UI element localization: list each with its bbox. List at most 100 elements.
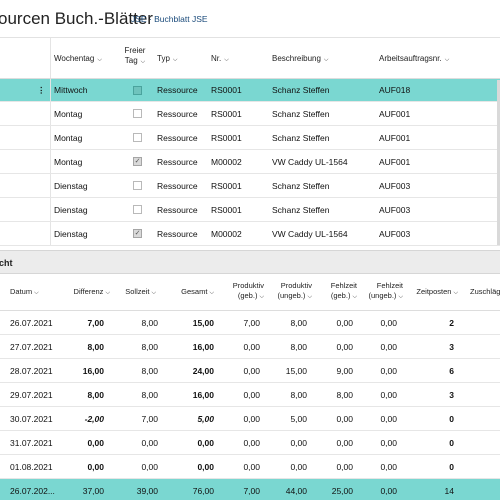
table-row[interactable]: Dienstag Ressource M00002 VW Caddy UL-1564 A… — [0, 222, 500, 246]
col-fehlzeit-ungeb[interactable]: Fehlzeit (ungeb.) ⌵ — [369, 281, 404, 302]
col-fehlzeit-geb[interactable]: Fehlzeit (geb.) ⌵ — [331, 281, 357, 302]
cell-differenz: 0,00 — [87, 437, 104, 448]
freier-tag-checkbox[interactable] — [133, 181, 142, 190]
col-beschreibung[interactable]: Beschreibung ⌵ — [272, 54, 328, 65]
more-options-icon[interactable]: ⋮ — [37, 84, 46, 95]
table-row[interactable]: 26.07.2021 7,00 8,00 15,00 7,00 8,00 0,00 0,00 2 — [0, 311, 500, 335]
col-differenz[interactable]: Differenz ⌵ — [74, 287, 110, 298]
cell-beschreibung: VW Caddy UL-1564 — [272, 228, 348, 239]
cell-typ: Ressource — [157, 156, 198, 167]
col-zuschlaege-label: Zuschläge — [470, 287, 500, 296]
table-row[interactable]: 29.07.2021 8,00 8,00 16,00 0,00 8,00 8,00 0,00 3 — [0, 383, 500, 407]
col-produktiv-ungeb-label-1: Produktiv — [280, 281, 312, 290]
table-body: ⋮ Mittwoch Ressource RS0001 Schanz Steffen AU… — [0, 79, 500, 246]
freier-tag-checkbox[interactable] — [133, 133, 142, 142]
cell-sollzeit: 8,00 — [141, 317, 158, 328]
col-zeitposten[interactable]: Zeitposten ⌵ — [416, 287, 458, 298]
freier-tag-checkbox[interactable] — [133, 85, 142, 95]
cell-produktiv-ungeb: 8,00 — [290, 389, 307, 400]
col-zeitposten-label: Zeitposten — [416, 287, 452, 296]
cell-wochentag: Mittwoch — [54, 85, 88, 95]
table-row[interactable]: 31.07.2021 0,00 0,00 0,00 0,00 0,00 0,00 0,00 0 — [0, 431, 500, 455]
table-row[interactable]: 30.07.2021 -2,00 7,00 5,00 0,00 5,00 0,00 0,00 0 — [0, 407, 500, 431]
cell-produktiv-ungeb: 44,00 — [285, 486, 307, 496]
cell-produktiv-geb: 7,00 — [243, 317, 260, 328]
page-header: ourcen Buch.-Blätter JSE · Buchblatt JSE — [0, 0, 500, 38]
cell-datum: 26.07.2021 — [10, 317, 53, 328]
chevron-down-icon: ⌵ — [259, 294, 264, 300]
col-produktiv-geb[interactable]: Produktiv (geb.) ⌵ — [233, 281, 264, 302]
table-row[interactable]: Montag Ressource RS0001 Schanz Steffen AUF00… — [0, 102, 500, 126]
col-sollzeit[interactable]: Sollzeit ⌵ — [125, 287, 156, 298]
total-row[interactable]: 26.07.202... 37,00 39,00 76,00 7,00 44,00 25,0… — [0, 479, 500, 500]
col-datum[interactable]: Datum ⌵ — [10, 287, 39, 298]
cell-produktiv-ungeb: 5,00 — [290, 413, 307, 424]
cell-sollzeit: 7,00 — [141, 413, 158, 424]
cell-zeitposten[interactable]: 2 — [449, 317, 454, 328]
table-header: Datum ⌵ Differenz ⌵ Sollzeit ⌵ Gesamt ⌵ Prod… — [0, 274, 500, 311]
freier-tag-checkbox[interactable] — [133, 205, 142, 214]
col-freier-tag-label-1: Freier — [124, 46, 146, 55]
cell-zeitposten[interactable]: 3 — [449, 389, 454, 400]
cell-datum: 01.08.2021 — [10, 461, 53, 472]
cell-typ: Ressource — [157, 132, 198, 143]
table-row[interactable]: Dienstag Ressource RS0001 Schanz Steffen AUF… — [0, 174, 500, 198]
cell-sollzeit: 0,00 — [141, 437, 158, 448]
table-row[interactable]: Dienstag Ressource RS0001 Schanz Steffen AUF… — [0, 198, 500, 222]
cell-freier-tag: ✓ — [133, 150, 142, 173]
chevron-down-icon: ⌵ — [444, 57, 450, 63]
cell-gesamt: 16,00 — [192, 341, 214, 352]
cell-gesamt: 16,00 — [192, 389, 214, 400]
cell-freier-tag — [133, 198, 142, 221]
cell-zeitposten[interactable]: 6 — [449, 365, 454, 376]
col-produktiv-geb-label-1: Produktiv — [232, 281, 264, 290]
table-row[interactable]: Montag Ressource M00002 VW Caddy UL-1564 AUF… — [0, 150, 500, 174]
cell-zeitposten[interactable]: 14 — [444, 486, 454, 496]
freier-tag-checkbox[interactable]: ✓ — [133, 229, 142, 238]
col-fehlzeit-geb-label-2: (geb.) — [330, 291, 351, 300]
freier-tag-checkbox[interactable]: ✓ — [133, 157, 142, 166]
cell-wochentag: Dienstag — [54, 180, 88, 191]
table-body: 26.07.2021 7,00 8,00 15,00 7,00 8,00 0,00 0,00 2… — [0, 311, 500, 500]
table-row[interactable]: 28.07.2021 16,00 8,00 24,00 0,00 15,00 9,00 0,0… — [0, 359, 500, 383]
cell-sollzeit: 8,00 — [141, 389, 158, 400]
col-freier-tag[interactable]: Freier Tag ⌵ — [124, 46, 146, 67]
col-fehlzeit-geb-label-1: Fehlzeit — [330, 281, 357, 290]
col-zuschlaege[interactable]: Zuschläge — [470, 287, 500, 297]
chevron-down-icon: ⌵ — [140, 59, 146, 65]
col-wochentag[interactable]: Wochentag ⌵ — [54, 54, 102, 65]
cell-arbeitsauftragsnr: AUF001 — [379, 156, 411, 167]
cell-fehlzeit-geb: 0,00 — [336, 413, 353, 424]
page-title: ourcen Buch.-Blätter — [0, 9, 153, 28]
cell-zeitposten[interactable]: 0 — [449, 437, 454, 448]
cell-sollzeit: 8,00 — [141, 365, 158, 376]
cell-typ: Ressource — [157, 228, 198, 239]
cell-zeitposten[interactable]: 0 — [449, 413, 454, 424]
cell-gesamt: 76,00 — [192, 486, 214, 496]
col-nr-label: Nr. — [211, 54, 222, 63]
cell-typ: Ressource — [157, 204, 198, 215]
cell-arbeitsauftragsnr: AUF003 — [379, 204, 411, 215]
col-arbeitsauftragsnr[interactable]: Arbeitsauftragsnr. ⌵ — [379, 54, 449, 65]
table-row[interactable]: 27.07.2021 8,00 8,00 16,00 0,00 8,00 0,00 0,00 3 — [0, 335, 500, 359]
cell-wochentag: Montag — [54, 108, 83, 119]
cell-produktiv-ungeb: 0,00 — [290, 437, 307, 448]
buchblatt-lines-table: Wochentag ⌵ Freier Tag ⌵ Typ ⌵ Nr. ⌵ Beschrei… — [0, 38, 500, 246]
cell-zeitposten[interactable]: 0 — [449, 461, 454, 472]
cell-zeitposten[interactable]: 3 — [449, 341, 454, 352]
cell-nr: RS0001 — [211, 180, 242, 191]
cell-nr: M00002 — [211, 228, 242, 239]
table-row[interactable]: 01.08.2021 0,00 0,00 0,00 0,00 0,00 0,00 0,00 0 — [0, 455, 500, 479]
col-nr[interactable]: Nr. ⌵ — [211, 54, 229, 65]
breadcrumb[interactable]: JSE · Buchblatt JSE — [131, 14, 208, 24]
col-produktiv-ungeb[interactable]: Produktiv (ungeb.) ⌵ — [278, 281, 313, 302]
cell-gesamt: 0,00 — [197, 437, 214, 448]
col-typ[interactable]: Typ ⌵ — [157, 54, 177, 65]
freier-tag-checkbox[interactable] — [133, 109, 142, 118]
cell-datum: 29.07.2021 — [10, 389, 53, 400]
table-row[interactable]: Montag Ressource RS0001 Schanz Steffen AUF00… — [0, 126, 500, 150]
col-gesamt[interactable]: Gesamt ⌵ — [181, 287, 214, 298]
cell-beschreibung: Schanz Steffen — [272, 180, 330, 191]
table-row[interactable]: ⋮ Mittwoch Ressource RS0001 Schanz Steffen AU… — [0, 79, 500, 102]
scrollbar[interactable] — [497, 80, 500, 245]
